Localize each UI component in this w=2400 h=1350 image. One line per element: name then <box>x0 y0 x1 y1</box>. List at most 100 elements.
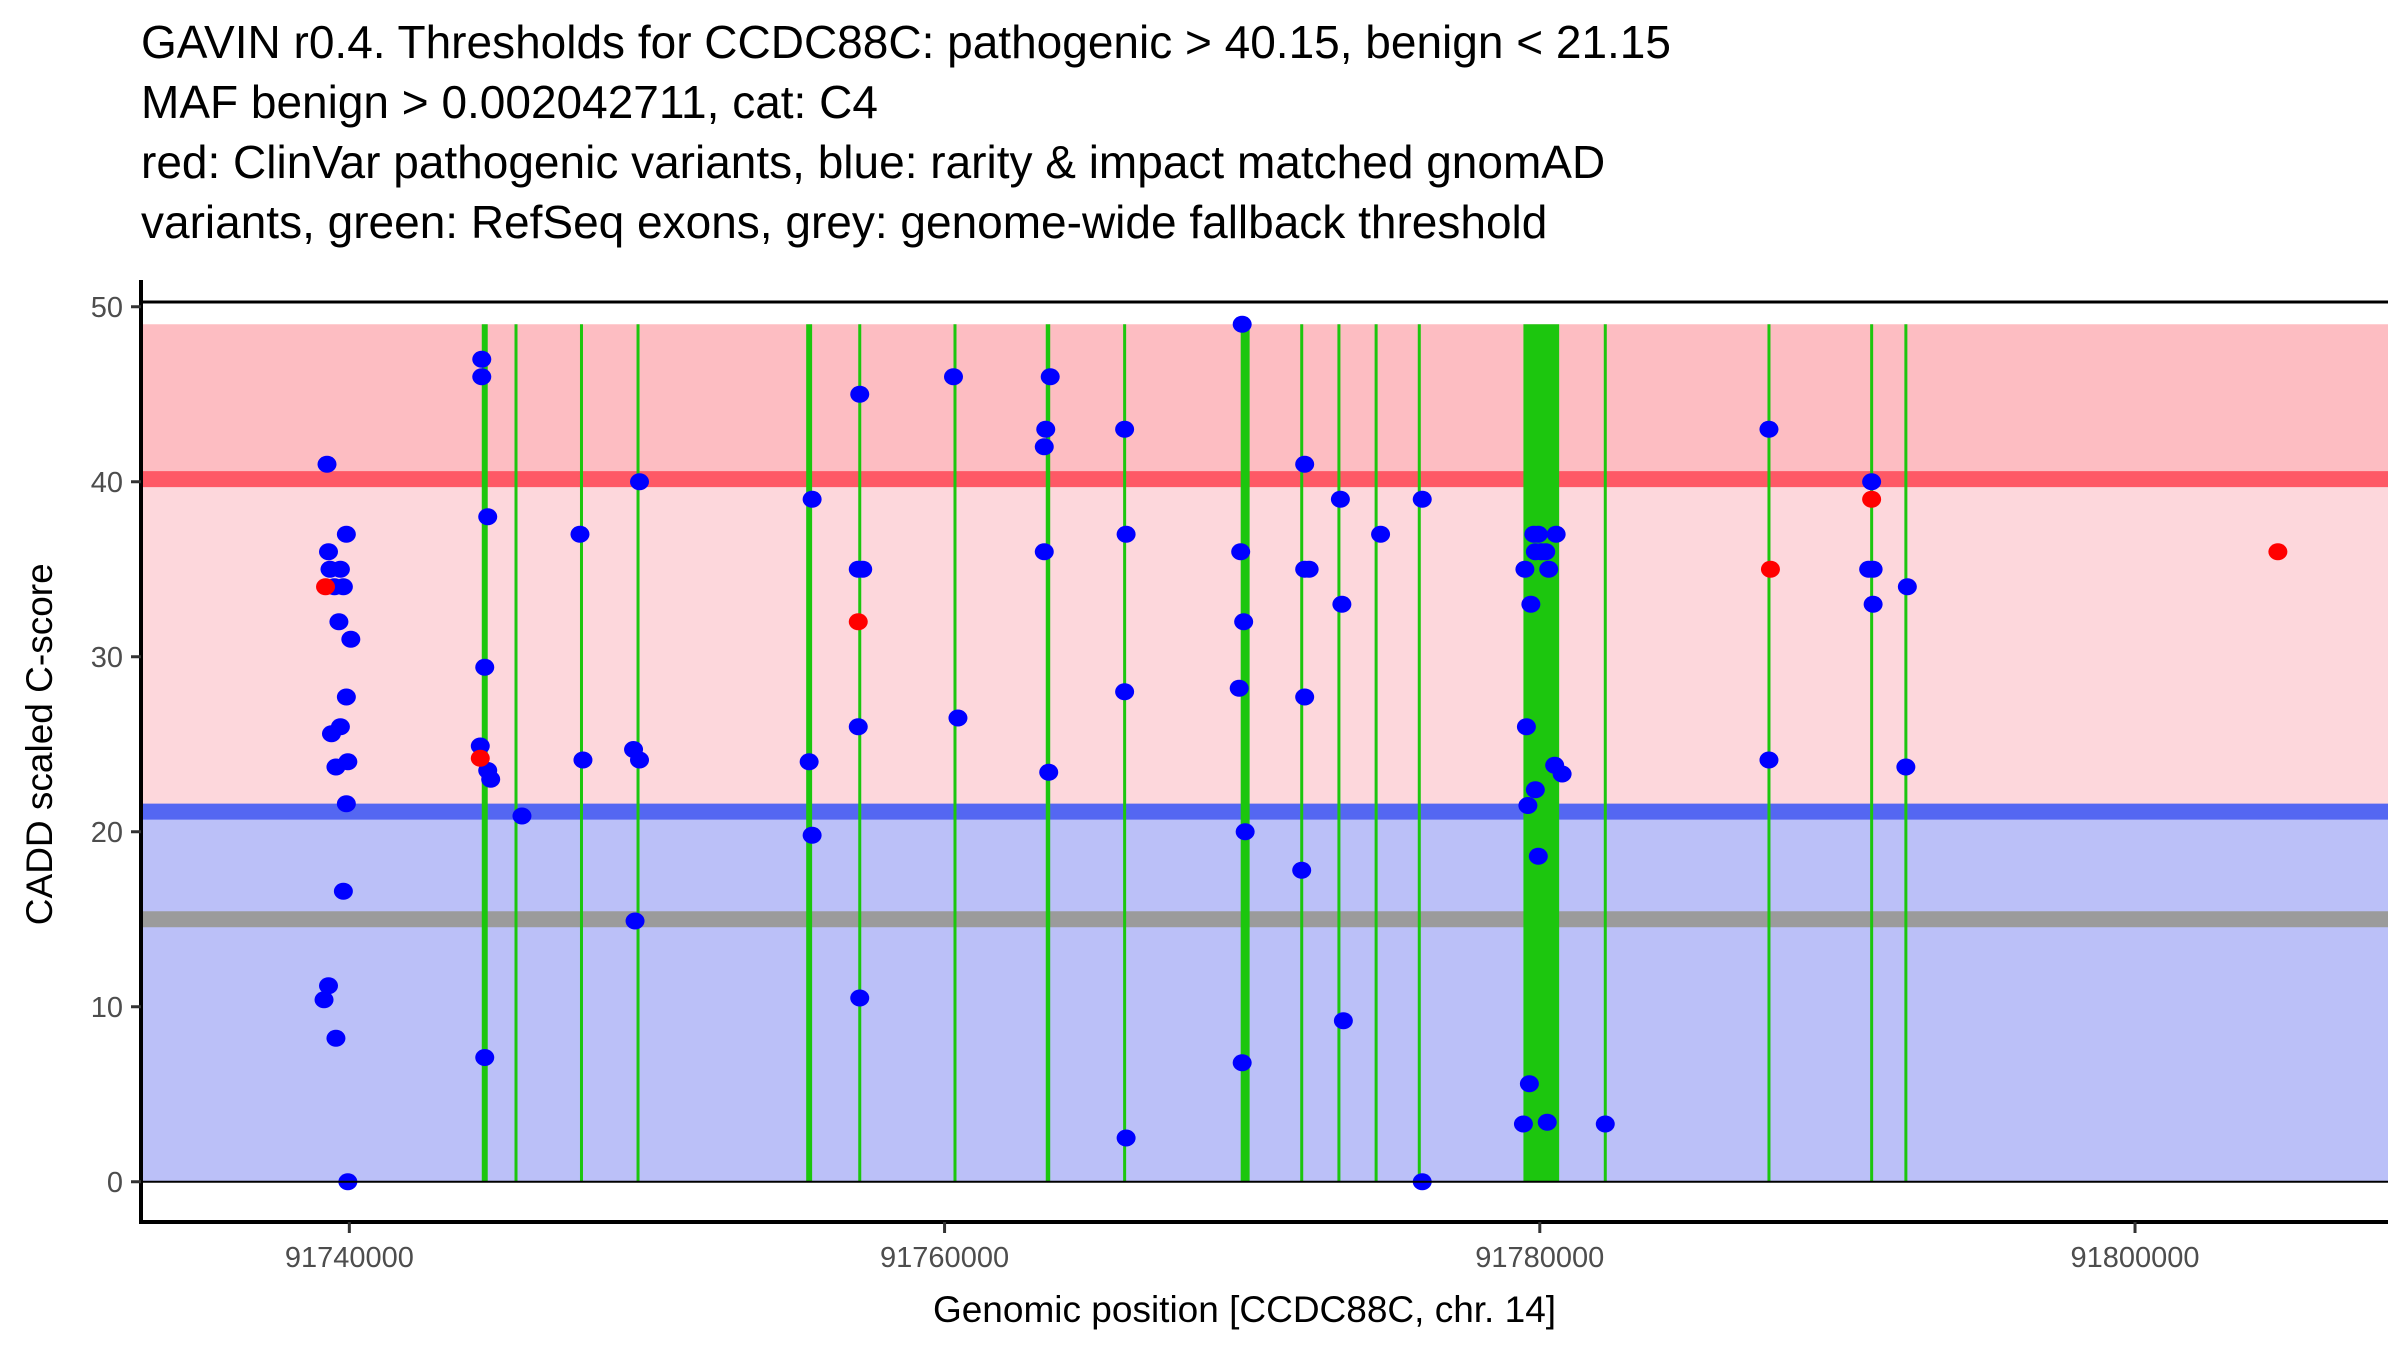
exon-8 <box>1045 324 1051 1182</box>
clinvar-point <box>2268 543 2288 561</box>
gnomad-point <box>475 658 495 676</box>
gnomad-point <box>1232 315 1252 333</box>
gnomad-point <box>1229 679 1249 697</box>
exon-13 <box>1374 324 1378 1182</box>
y-tick-label: 20 <box>91 817 123 849</box>
gnomad-point <box>1539 560 1559 578</box>
variant-points <box>314 315 2288 1191</box>
gnomad-point <box>1525 781 1545 799</box>
gnomad-point <box>570 525 590 543</box>
y-tick-label: 0 <box>107 1167 123 1199</box>
gnomad-point <box>1330 490 1350 508</box>
x-axis-title: Genomic position [CCDC88C, chr. 14] <box>933 1289 1556 1330</box>
gnomad-point <box>470 737 490 755</box>
clinvar-point <box>1862 490 1882 508</box>
gnomad-point <box>318 977 338 995</box>
gnomad-point <box>481 770 501 788</box>
gnomad-point <box>1516 718 1536 736</box>
gnomad-point <box>802 826 822 844</box>
clinvar-point <box>470 749 490 767</box>
gnomad-point <box>472 350 492 368</box>
gnomad-point <box>1036 420 1056 438</box>
gnomad-point <box>1039 763 1059 781</box>
x-ticks: 91740000 91760000 91780000 91800000 <box>285 1222 2200 1274</box>
gnomad-point <box>1235 823 1255 841</box>
pathogenic-threshold <box>143 471 2388 488</box>
gnomad-point <box>329 613 349 631</box>
gnomad-point <box>573 751 593 769</box>
gnomad-point <box>1115 420 1135 438</box>
gnomad-point <box>1231 543 1251 561</box>
gnomad-point <box>1521 595 1541 613</box>
gnomad-point <box>1412 490 1432 508</box>
y-tick-label: 50 <box>91 292 123 324</box>
gnomad-point <box>330 560 350 578</box>
x-tick-label: 91740000 <box>285 1242 414 1274</box>
y-tick-label: 10 <box>91 992 123 1024</box>
gnomad-point <box>1116 1129 1136 1147</box>
gnomad-point <box>330 718 350 736</box>
gnomad-point <box>799 753 819 771</box>
gnomad-point <box>472 368 492 386</box>
gnomad-point <box>475 1049 495 1066</box>
y-tick-label: 30 <box>91 642 123 674</box>
exon-15 <box>1523 324 1560 1182</box>
gnomad-point <box>1515 560 1535 578</box>
gnomad-point <box>1115 683 1135 701</box>
gnomad-point <box>333 578 353 596</box>
gnomad-point <box>1034 543 1054 561</box>
gnomad-point <box>1371 525 1391 543</box>
exon-5 <box>806 324 813 1182</box>
gnomad-point <box>853 560 873 578</box>
gnomad-point <box>1863 560 1883 578</box>
benign-threshold <box>143 803 2388 820</box>
gnomad-point <box>512 807 532 825</box>
exon-12 <box>1337 324 1341 1182</box>
gnomad-point <box>848 718 868 736</box>
gnomad-point <box>1295 455 1315 473</box>
clinvar-point <box>1760 560 1780 578</box>
gnomad-point <box>630 751 650 769</box>
title-line-4: variants, green: RefSeq exons, grey: gen… <box>141 196 1547 248</box>
gnomad-point <box>1595 1115 1615 1133</box>
benign-region <box>143 811 2388 1182</box>
gnomad-point <box>943 368 963 386</box>
title-line-2: MAF benign > 0.002042711, cat: C4 <box>141 76 878 128</box>
x-tick-label: 91760000 <box>880 1242 1009 1274</box>
gnomad-point <box>1528 847 1548 865</box>
exon-6 <box>858 324 862 1182</box>
exon-2 <box>514 324 518 1182</box>
gnomad-point <box>1537 1113 1557 1131</box>
gnomad-point <box>948 709 968 727</box>
gnomad-point <box>1863 595 1883 613</box>
gnomad-point <box>338 753 358 771</box>
exon-14 <box>1417 324 1421 1182</box>
gnomad-point <box>314 991 334 1009</box>
gnomad-point <box>333 882 353 900</box>
gnomad-point <box>317 455 337 473</box>
gnomad-point <box>326 1029 346 1047</box>
gnomad-point <box>341 630 361 648</box>
gnomad-point <box>1518 797 1538 814</box>
gnomad-point <box>336 688 356 706</box>
chart-title: GAVIN r0.4. Thresholds for CCDC88C: path… <box>141 16 1671 248</box>
exon-19 <box>1904 324 1908 1182</box>
title-line-3: red: ClinVar pathogenic variants, blue: … <box>141 136 1605 188</box>
clinvar-point <box>848 613 868 631</box>
gnomad-point <box>802 490 822 508</box>
y-ticks: 0 10 20 30 40 50 <box>91 292 141 1199</box>
pathogenic-region <box>143 324 2388 480</box>
x-tick-label: 91800000 <box>2071 1242 2200 1274</box>
gnomad-point <box>1528 525 1548 543</box>
gnomad-point <box>1292 861 1312 879</box>
exon-9 <box>1123 324 1127 1182</box>
gnomad-point <box>1759 751 1779 769</box>
gnomad-point <box>1232 1054 1252 1072</box>
gnomad-point <box>336 795 356 813</box>
gnomad-point <box>1295 688 1315 706</box>
x-tick-label: 91780000 <box>1475 1242 1604 1274</box>
gnomad-point <box>1040 368 1060 386</box>
gnomad-point <box>625 912 645 930</box>
gnomad-point <box>1234 613 1254 631</box>
gnomad-point <box>630 473 650 491</box>
